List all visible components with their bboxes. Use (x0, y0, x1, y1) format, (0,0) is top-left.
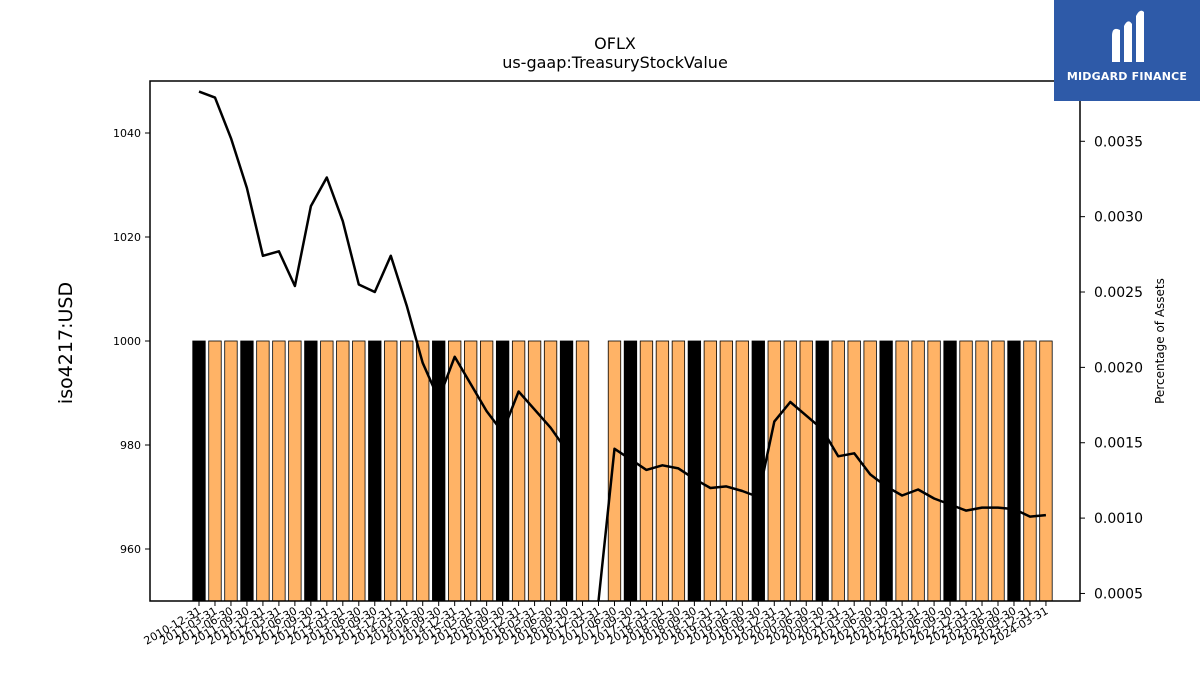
y-right-tick-label: 0.0015 (1094, 436, 1143, 452)
bar (879, 340, 893, 602)
bar (863, 340, 877, 602)
bar (847, 340, 861, 602)
bar (1007, 340, 1021, 602)
y-right-tick-label: 0.0010 (1094, 511, 1143, 527)
bar (479, 340, 494, 602)
bar (448, 340, 462, 602)
bar (655, 340, 670, 602)
y-tick-label: 1000 (113, 335, 141, 348)
bar (192, 340, 206, 602)
y-axis-right-label: Percentage of Assets (1153, 278, 1167, 404)
bar (783, 340, 797, 602)
bar (272, 340, 286, 602)
x-axis-ticks: 2010-12-312011-03-312011-06-302011-09-30… (142, 601, 1050, 648)
brand-mark-icon (1112, 10, 1144, 63)
bar (815, 340, 829, 602)
bar (767, 340, 781, 602)
chart-subtitle: us-gaap:TreasuryStockValue (502, 53, 728, 72)
y-right-tick-label: 0.0035 (1094, 134, 1143, 150)
bar (559, 340, 574, 602)
bar (527, 340, 542, 602)
bar (895, 340, 909, 602)
bar (384, 340, 398, 602)
bar (464, 340, 478, 602)
bar (735, 340, 749, 602)
line-path (597, 400, 1047, 602)
bar (400, 340, 414, 602)
y-right-tick-label: 0.0030 (1094, 210, 1143, 226)
bar (607, 340, 622, 602)
bar (799, 340, 813, 602)
bar (304, 340, 318, 602)
y-axis-right-ticks: 0.0005 0.0010 0.0015 0.0020 0.0025 0.0030 0.00… (1080, 134, 1143, 602)
y-tick-label: 1020 (113, 231, 141, 244)
bar (719, 340, 733, 602)
bar (991, 340, 1005, 602)
bar (1023, 340, 1037, 602)
bar (320, 340, 334, 602)
bar-series (192, 340, 1053, 602)
bar (911, 340, 925, 602)
bar (208, 340, 222, 602)
line-path (198, 90, 568, 452)
y-axis-label: iso4217:USD (55, 282, 77, 404)
chart-title: OFLX (594, 34, 636, 53)
line-series (198, 90, 1047, 602)
brand-name: MIDGARD FINANCE (1066, 70, 1188, 83)
bar (256, 340, 270, 602)
bar (543, 340, 558, 602)
bar (240, 340, 254, 602)
bar (288, 340, 302, 602)
bar (575, 340, 590, 602)
plot-frame (149, 80, 1081, 602)
bar (432, 340, 446, 602)
bar (336, 340, 350, 602)
bar (368, 340, 382, 602)
y-tick-label: 980 (120, 439, 141, 452)
bar (623, 340, 638, 602)
bar (943, 340, 957, 602)
bar (831, 340, 845, 602)
y-axis-left-ticks: 960 980 1000 1020 1040 (113, 127, 150, 556)
bar (1039, 340, 1053, 602)
y-right-tick-label: 0.0020 (1094, 360, 1143, 376)
brand-logo: MIDGARD FINANCE (1054, 0, 1200, 101)
bar (224, 340, 238, 602)
y-right-tick-label: 0.0005 (1094, 586, 1143, 602)
bar (687, 340, 702, 602)
bar (511, 340, 526, 602)
bar (495, 340, 510, 602)
bar (975, 340, 989, 602)
bar (703, 340, 718, 602)
bar (959, 340, 973, 602)
y-tick-label: 1040 (113, 127, 141, 140)
y-right-tick-label: 0.0025 (1094, 285, 1143, 301)
y-tick-label: 960 (120, 543, 141, 556)
bar (352, 340, 366, 602)
bar (927, 340, 941, 602)
bar (416, 340, 430, 602)
